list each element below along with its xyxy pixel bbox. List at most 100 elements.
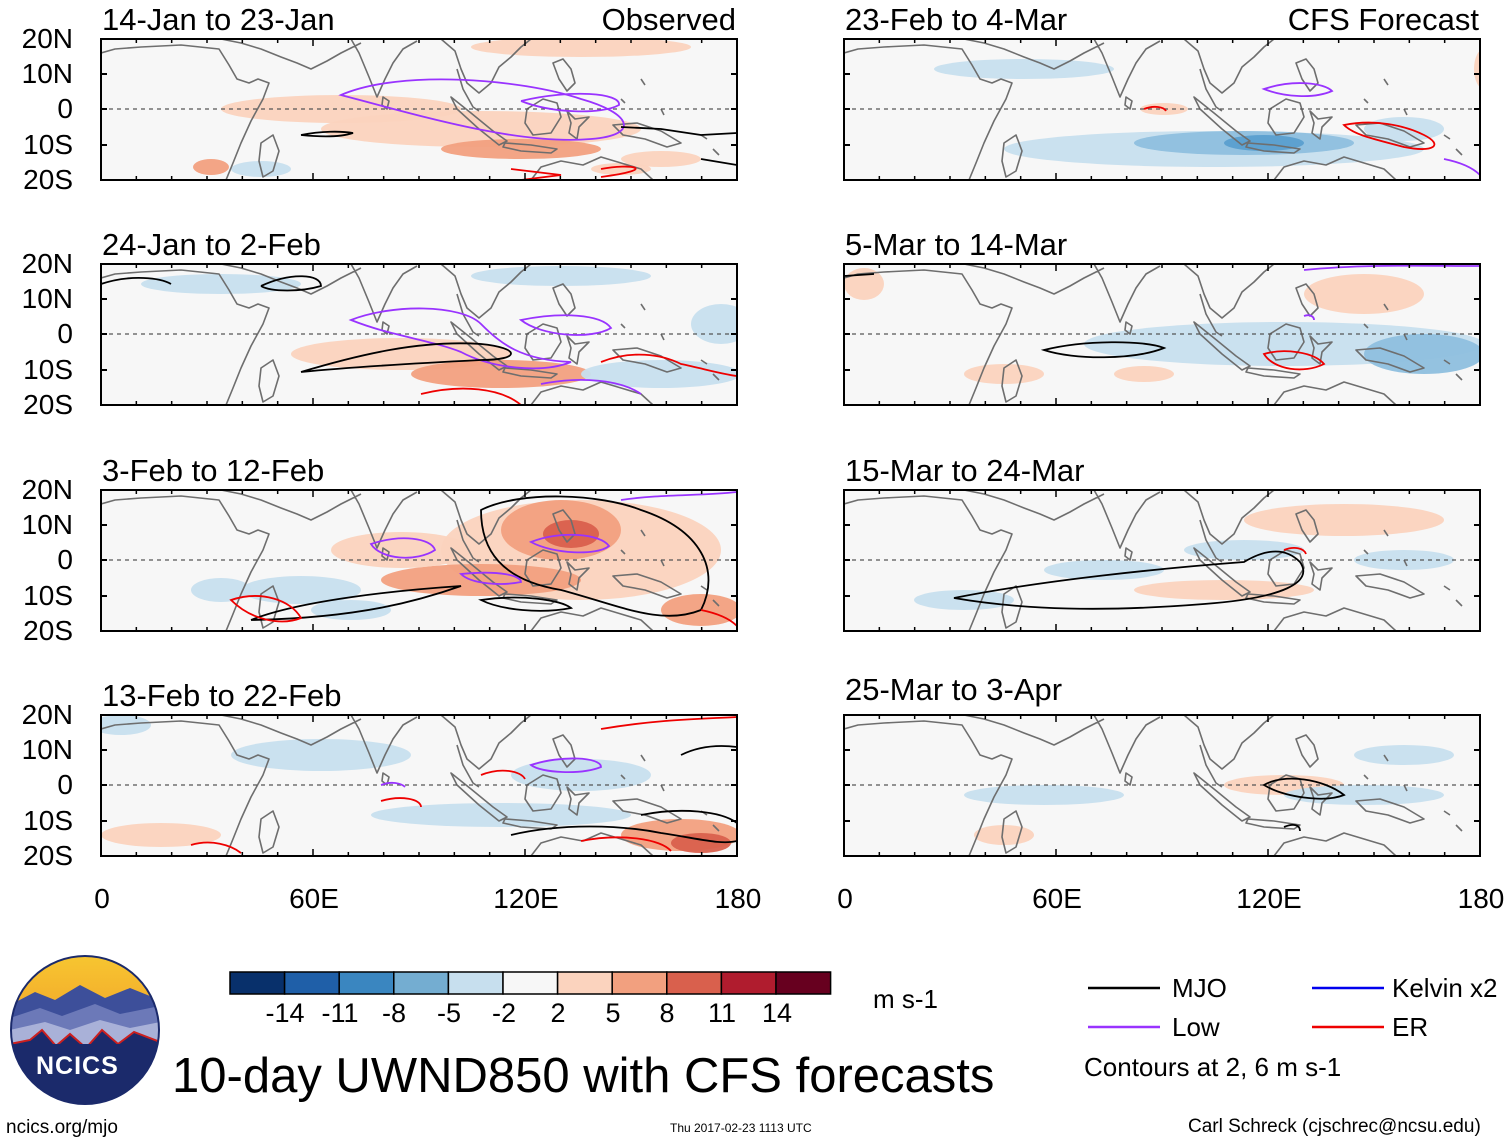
y-tick-label-panel-3: 20S <box>23 614 73 646</box>
colorbar-segment <box>447 971 504 995</box>
colorbar-tick: 11 <box>707 998 737 1028</box>
anomaly-shading <box>691 304 737 344</box>
y-tick-label-panel-3: 10N <box>21 509 73 541</box>
panel-4-title: 13-Feb to 22-Feb <box>102 678 342 713</box>
colorbar-tick: -8 <box>381 998 406 1028</box>
contour-line <box>700 609 737 627</box>
colorbar-segment <box>229 971 286 995</box>
y-tick-label-panel-2: 10S <box>23 353 73 385</box>
contour-line <box>1303 314 1315 321</box>
colorbar-segment <box>283 971 340 995</box>
anomaly-shading <box>621 151 701 167</box>
anomaly-shading <box>1244 504 1444 536</box>
colorbar-segment <box>666 971 723 995</box>
colorbar-units: m s-1 <box>873 984 938 1014</box>
colorbar-segment <box>720 971 777 995</box>
coastline <box>844 39 1463 180</box>
y-tick-label-panel-4: 10S <box>23 804 73 836</box>
panel-3-title: 3-Feb to 12-Feb <box>102 453 325 488</box>
contour-line <box>1262 777 1346 800</box>
anomaly-shading <box>311 600 391 620</box>
contour-line <box>260 275 322 292</box>
legend-low-label: Low <box>1172 1012 1220 1042</box>
map-panel-7 <box>843 489 1481 632</box>
map-panel-1 <box>100 38 738 181</box>
coastline <box>101 264 720 405</box>
contour-line <box>1283 824 1301 832</box>
timestamp: Thu 2017-02-23 1113 UTC <box>670 1121 812 1135</box>
contour-line <box>600 716 737 730</box>
contour-line <box>459 571 522 585</box>
contour-line <box>1262 350 1326 371</box>
y-tick-label-panel-1: 10N <box>21 58 73 90</box>
x-tick-right-180: 180 <box>1457 883 1505 914</box>
contour-line <box>1040 341 1167 359</box>
colorbar-segment <box>393 971 450 995</box>
colorbar-tick: 14 <box>761 998 793 1028</box>
contour-line <box>101 277 172 285</box>
anomaly-shading <box>974 825 1034 845</box>
anomaly-shading <box>371 803 631 827</box>
anomaly-shading <box>934 59 1114 79</box>
anomaly-shading <box>441 139 601 159</box>
y-tick-label-panel-2: 10N <box>21 283 73 315</box>
contour-line <box>1342 121 1436 150</box>
anomaly-shading <box>964 785 1124 805</box>
x-tick-left-120e: 120E <box>493 883 559 914</box>
map-panel-6 <box>843 263 1481 406</box>
y-tick-label-panel-4: 20S <box>23 839 73 871</box>
figure-title: 10-day UWND850 with CFS forecasts <box>172 1049 995 1103</box>
x-tick-right-0: 0 <box>837 883 853 914</box>
x-tick-left-0: 0 <box>94 883 110 914</box>
x-tick-left-180: 180 <box>714 883 762 914</box>
contour-line <box>300 130 354 138</box>
y-tick-label-panel-4: 0 <box>57 769 73 801</box>
contour-line <box>518 314 613 336</box>
forecast-label: CFS Forecast <box>1287 2 1479 37</box>
x-tick-right-120e: 120E <box>1236 883 1302 914</box>
map-panel-2 <box>100 263 738 406</box>
contour-line <box>700 158 737 166</box>
contour-line <box>600 165 637 178</box>
contour-line <box>1261 82 1334 97</box>
y-tick-label-panel-3: 10S <box>23 579 73 611</box>
contour-line <box>380 781 406 788</box>
source-url[interactable]: ncics.org/mjo <box>6 1117 118 1138</box>
colorbar-segment <box>338 971 395 995</box>
colorbar-tick: -2 <box>491 998 516 1028</box>
map-panel-4 <box>100 714 738 857</box>
legend-mjo-label: MJO <box>1172 973 1227 1003</box>
colorbar-segment <box>611 971 668 995</box>
anomaly-shading <box>1224 135 1304 151</box>
anomaly-shading <box>193 159 229 175</box>
contour-line <box>1283 547 1307 555</box>
y-tick-label-panel-2: 20S <box>23 388 73 420</box>
y-tick-label-panel-1: 20N <box>21 23 73 54</box>
anomaly-shading <box>1364 334 1480 374</box>
coastline <box>844 264 1463 405</box>
contour-line <box>478 596 574 612</box>
anomaly-shading <box>101 823 221 847</box>
anomaly-shading <box>1044 560 1164 580</box>
anomaly-shading <box>591 163 651 175</box>
anomaly-shading <box>1354 745 1454 765</box>
anomaly-shading <box>1134 580 1314 600</box>
legend-contour-note: Contours at 2, 6 m s-1 <box>1084 1052 1342 1082</box>
panel-5-title: 23-Feb to 4-Mar <box>845 2 1068 37</box>
legend-kelvin-label: Kelvin x2 <box>1392 973 1498 1003</box>
map-panel-3 <box>100 489 738 632</box>
map-panel-5 <box>843 38 1481 181</box>
anomaly-shading <box>471 266 651 286</box>
contour-line <box>1303 264 1480 271</box>
contour-line <box>540 379 642 395</box>
anomaly-shading <box>101 715 151 735</box>
anomaly-shading <box>1114 366 1174 382</box>
coastline <box>844 715 1463 856</box>
contour-line <box>190 841 242 854</box>
contour-line <box>420 387 522 405</box>
author-credit: Carl Schreck (cjschrec@ncsu.edu) <box>1188 1116 1481 1137</box>
colorbar-tick: -5 <box>436 998 461 1028</box>
map-panels <box>100 38 1481 857</box>
contour-line <box>380 797 422 808</box>
